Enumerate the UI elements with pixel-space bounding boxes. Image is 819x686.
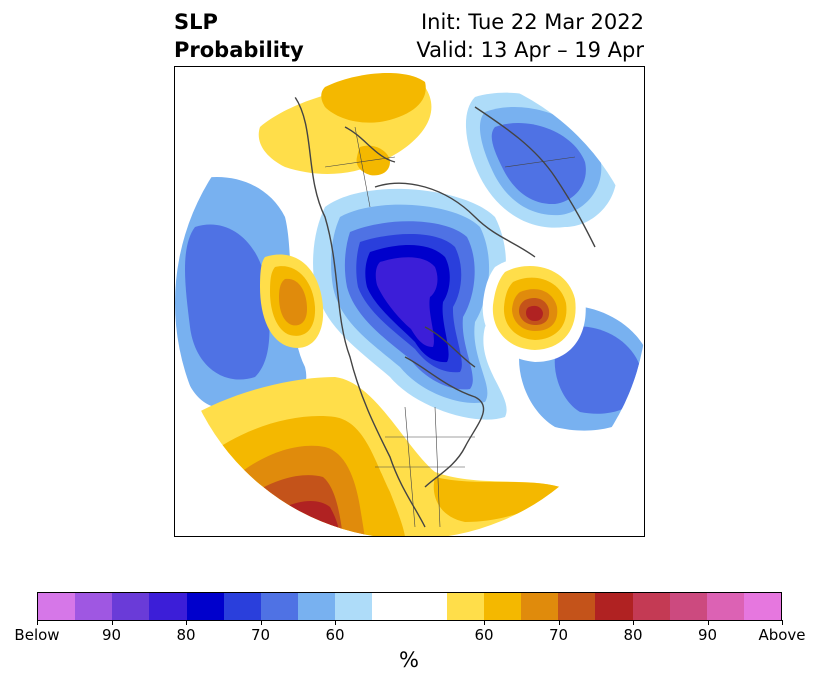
- title-type: Probability: [174, 38, 304, 62]
- colorbar-segment: [632, 593, 670, 620]
- colorbar-segment: [706, 593, 744, 620]
- colorbar-segment: [38, 593, 76, 620]
- coastlines: [294, 96, 596, 528]
- colorbar-tick-label: 80: [623, 626, 643, 644]
- colorbar-segment: [743, 593, 782, 620]
- colorbar-segment: [335, 593, 373, 620]
- colorbar-segment: [446, 593, 484, 620]
- colorbar-tick-mark: [707, 620, 709, 625]
- colorbar-segment: [186, 593, 224, 620]
- colorbar-tick-label: 90: [101, 626, 122, 644]
- colorbar-segment: [372, 593, 410, 620]
- colorbar-tick-label: 70: [250, 626, 271, 644]
- colorbar-segment: [558, 593, 596, 620]
- valid-range: Valid: 13 Apr – 19 Apr: [416, 38, 644, 62]
- colorbar-tick-label: 60: [325, 626, 345, 644]
- colorbar-tick-label: 70: [548, 626, 569, 644]
- colorbar-tick-label: 90: [697, 626, 718, 644]
- borders: [324, 126, 576, 528]
- colorbar-tick-label: Below: [14, 626, 60, 644]
- map-panel: [174, 66, 645, 537]
- colorbar-tick-label: 80: [176, 626, 196, 644]
- colorbar-tick-label: 60: [474, 626, 494, 644]
- colorbar-segment: [669, 593, 707, 620]
- colorbar-tick-mark: [111, 620, 113, 625]
- colorbar-segment: [483, 593, 522, 620]
- colorbar: [37, 592, 782, 621]
- colorbar-unit: %: [399, 648, 419, 672]
- init-date: Init: Tue 22 Mar 2022: [420, 10, 644, 34]
- probability-map: [175, 67, 644, 536]
- colorbar-tick-label: Above: [758, 626, 806, 644]
- colorbar-tick-mark: [186, 620, 187, 625]
- title-left: SLP Probability: [174, 8, 304, 64]
- colorbar-segment: [595, 593, 633, 620]
- colorbar-tick-mark: [335, 620, 336, 625]
- probability-fields: [175, 67, 644, 536]
- colorbar-segment: [409, 593, 447, 620]
- colorbar-segment: [298, 593, 336, 620]
- colorbar-segment: [75, 593, 113, 620]
- colorbar-tick-mark: [484, 620, 485, 625]
- colorbar-tick-mark: [260, 620, 262, 625]
- colorbar-tick-mark: [782, 620, 783, 625]
- colorbar-segment: [149, 593, 187, 620]
- colorbar-segment: [521, 593, 559, 620]
- colorbar-segment: [260, 593, 299, 620]
- title-right: Init: Tue 22 Mar 2022 Valid: 13 Apr – 19…: [416, 8, 644, 64]
- title-variable: SLP: [174, 10, 218, 34]
- colorbar-segment: [112, 593, 150, 620]
- colorbar-tick-mark: [37, 620, 38, 625]
- colorbar-segment: [223, 593, 261, 620]
- colorbar-tick-mark: [558, 620, 560, 625]
- colorbar-tick-mark: [633, 620, 634, 625]
